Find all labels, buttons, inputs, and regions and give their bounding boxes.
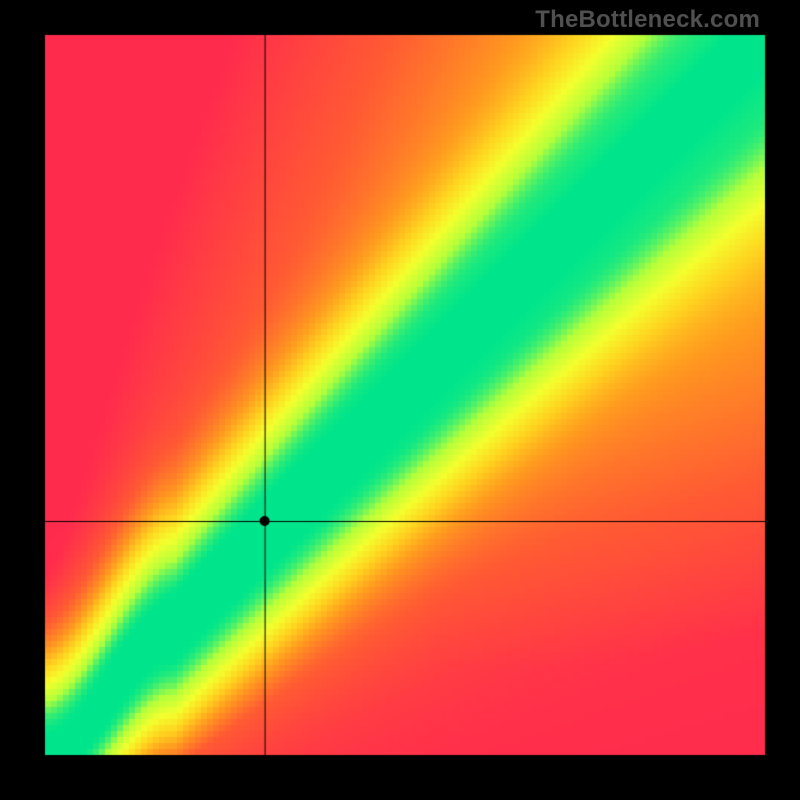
chart-container: TheBottleneck.com xyxy=(0,0,800,800)
watermark-text: TheBottleneck.com xyxy=(535,6,760,34)
bottleneck-heatmap xyxy=(0,0,800,800)
